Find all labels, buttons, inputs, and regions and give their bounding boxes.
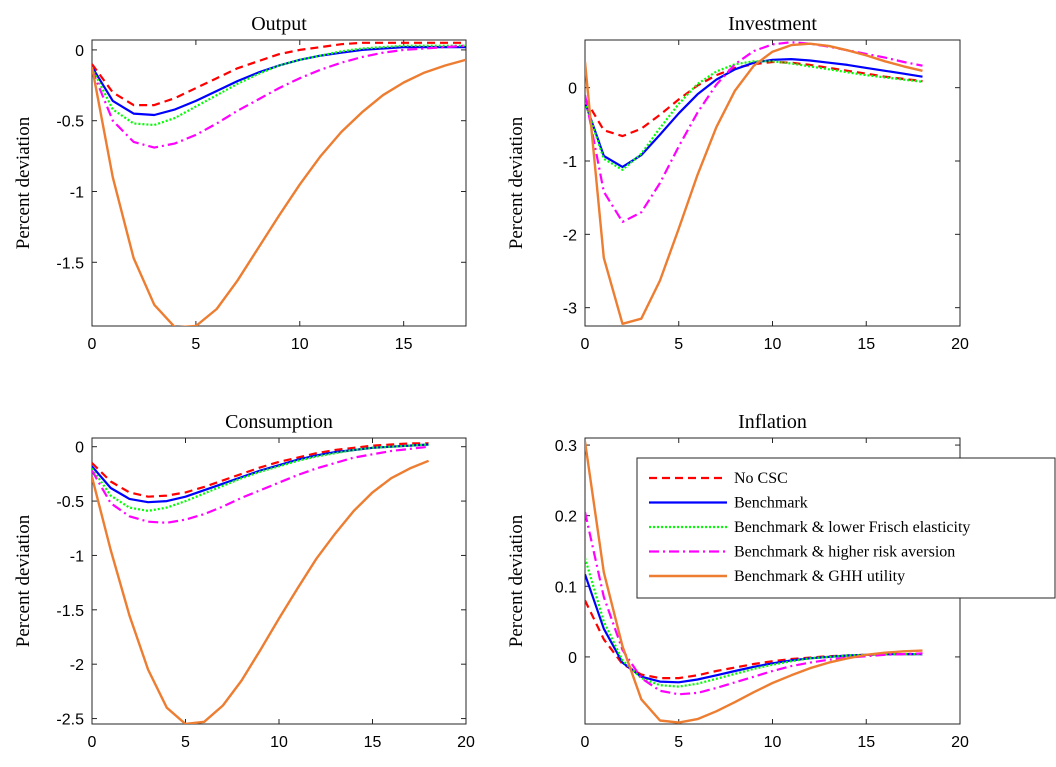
series-group bbox=[585, 41, 923, 325]
y-tick-label: -2 bbox=[70, 657, 84, 674]
series-line-no-csc bbox=[585, 599, 923, 680]
y-tick-label: -3 bbox=[563, 301, 577, 318]
x-tick-label: 20 bbox=[951, 336, 969, 353]
legend-entry-benchmark: Benchmark bbox=[734, 495, 808, 512]
x-tick-label: 10 bbox=[270, 734, 288, 751]
y-tick-label: -0.5 bbox=[56, 114, 84, 131]
panel-title: Investment bbox=[728, 13, 817, 35]
panel-title: Inflation bbox=[738, 411, 807, 433]
plot-frame bbox=[584, 39, 961, 327]
x-tick-label: 0 bbox=[88, 336, 97, 353]
y-axis-label: Percent deviation bbox=[13, 116, 34, 249]
series-line-benchmark-and-higher-risk-aversion bbox=[92, 445, 429, 524]
series-line-benchmark-and-higher-risk-aversion bbox=[585, 41, 923, 223]
x-tick-label: 0 bbox=[88, 734, 97, 751]
y-tick-label: 0.2 bbox=[555, 509, 577, 526]
series-line-benchmark-and-ghh-utility bbox=[585, 42, 923, 325]
series-line-benchmark-and-higher-risk-aversion bbox=[92, 44, 466, 149]
x-tick-label: 5 bbox=[181, 734, 190, 751]
x-tick-label: 15 bbox=[395, 336, 413, 353]
y-axis-label: Percent deviation bbox=[506, 116, 527, 249]
legend-entry-no-csc: No CSC bbox=[734, 470, 788, 487]
series-line-no-csc bbox=[92, 41, 466, 107]
x-tick-label: 20 bbox=[457, 734, 475, 751]
series-group bbox=[92, 442, 430, 724]
y-tick-label: -2 bbox=[563, 227, 577, 244]
series-line-no-csc bbox=[585, 60, 923, 138]
x-tick-label: 15 bbox=[857, 336, 875, 353]
x-tick-label: 5 bbox=[191, 336, 200, 353]
x-tick-label: 15 bbox=[857, 734, 875, 751]
x-tick-label: 10 bbox=[764, 734, 782, 751]
panel-output: Output Percent deviation 0 5 10 15 0 -0.5 -1 -1.5 bbox=[13, 13, 467, 353]
plot-frame bbox=[91, 39, 467, 327]
x-tick-label: 20 bbox=[951, 734, 969, 751]
y-axis-label: Percent deviation bbox=[13, 514, 34, 647]
panel-title: Output bbox=[251, 13, 307, 35]
y-axis-label: Percent deviation bbox=[506, 514, 527, 647]
legend-entry-benchmark-and-ghh-utility: Benchmark & GHH utility bbox=[734, 568, 905, 585]
y-tick-label: -1 bbox=[70, 548, 84, 565]
legend-entry-benchmark-and-higher-risk-aversion: Benchmark & higher risk aversion bbox=[734, 544, 955, 561]
x-tick-label: 0 bbox=[581, 734, 590, 751]
y-tick-label: -1.5 bbox=[56, 603, 84, 620]
series-line-benchmark-and-ghh-utility bbox=[92, 459, 430, 724]
y-tick-label: -1 bbox=[70, 184, 84, 201]
panel-title: Consumption bbox=[225, 411, 333, 433]
y-tick-label: -0.5 bbox=[56, 494, 84, 511]
x-tick-label: 5 bbox=[674, 734, 683, 751]
plot-frame bbox=[91, 437, 467, 725]
y-tick-label: 0 bbox=[75, 43, 84, 60]
series-line-benchmark-and-ghh-utility bbox=[585, 441, 923, 724]
x-tick-label: 10 bbox=[291, 336, 309, 353]
series-line-benchmark bbox=[92, 45, 466, 117]
series-line-benchmark-and-lower-frisch-elasticity bbox=[585, 60, 923, 171]
x-tick-label: 15 bbox=[364, 734, 382, 751]
series-line-benchmark-and-lower-frisch-elasticity bbox=[92, 44, 466, 127]
panel-consumption: Consumption Percent deviation 0 5 10 15 20 0 -0.… bbox=[13, 411, 475, 751]
legend-entry-benchmark-and-lower-frisch-elasticity: Benchmark & lower Frisch elasticity bbox=[734, 519, 970, 536]
series-line-benchmark-and-lower-frisch-elasticity bbox=[92, 443, 429, 512]
y-tick-label: 0 bbox=[568, 650, 577, 667]
x-tick-label: 5 bbox=[674, 336, 683, 353]
x-tick-label: 0 bbox=[581, 336, 590, 353]
panel-investment: Investment Percent deviation 0 5 10 15 20 0 -1 -2… bbox=[506, 13, 969, 353]
x-tick-label: 10 bbox=[764, 336, 782, 353]
panel-inflation: Inflation Percent deviation 0 5 10 15 20 0.3 0.2… bbox=[506, 411, 969, 751]
series-line-no-csc bbox=[92, 442, 429, 498]
series-group bbox=[585, 441, 923, 724]
y-tick-label: 0 bbox=[568, 81, 577, 98]
series-line-benchmark-and-ghh-utility bbox=[92, 58, 466, 326]
y-tick-label: -2.5 bbox=[56, 712, 84, 729]
series-group bbox=[92, 41, 466, 326]
legend: No CSC Benchmark Benchmark & lower Frisch … bbox=[636, 457, 1056, 599]
y-tick-label: -1 bbox=[563, 154, 577, 171]
y-tick-label: 0.1 bbox=[555, 579, 577, 596]
y-tick-label: 0.3 bbox=[555, 438, 577, 455]
y-tick-label: -1.5 bbox=[56, 255, 84, 272]
panels: Output Percent deviation 0 5 10 15 0 -0.5 -1 -1.5… bbox=[13, 13, 969, 751]
y-tick-label: 0 bbox=[75, 440, 84, 457]
